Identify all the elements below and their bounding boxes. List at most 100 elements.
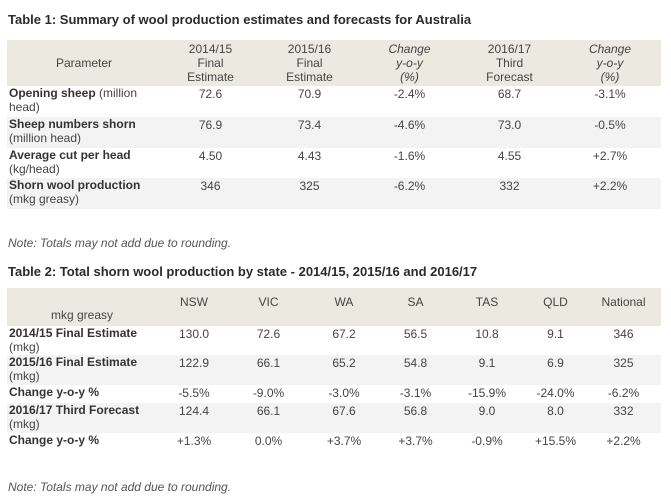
table-cell: -2.4% [393, 87, 426, 101]
table1-header-cell: 2016/17 Third Forecast [460, 40, 559, 86]
row-label-bold: 2014/15 Final Estimate [9, 326, 138, 340]
header-line: Final [296, 56, 323, 70]
table-cell: 56.8 [403, 404, 428, 418]
table2-header-cell: TAS [475, 295, 499, 309]
table-cell: 66.1 [256, 404, 281, 418]
table-cell: +2.2% [592, 179, 628, 193]
wool-by-state-table: mkg greasy NSW VIC WA SA TAS QLD National 2014/… [7, 288, 661, 457]
header-line: Estimate [187, 70, 234, 84]
table-cell: -15.9% [467, 386, 507, 400]
table1-title: Table 1: Summary of wool production esti… [8, 12, 472, 27]
table2-header-cell: QLD [543, 295, 568, 309]
header-line: 2016/17 [487, 42, 532, 56]
row-label-bold: Opening sheep [9, 86, 96, 100]
table-row: Shorn wool production (mkg greasy) 346 325… [7, 178, 661, 209]
table-cell: -1.6% [393, 149, 426, 163]
header-line: y-o-y [596, 56, 624, 70]
table2-note: Note: Totals may not add due to rounding… [8, 480, 232, 494]
table-row: Change y-o-y % -5.5% -9.0% -3.0% -3.1% -15.9%… [7, 385, 661, 403]
table-row: Sheep numbers shorn (million head) 76.9 73… [7, 117, 661, 148]
table-cell: 8.0 [547, 404, 564, 418]
row-label: Sheep numbers shorn (million head) [7, 117, 161, 148]
table-cell: 122.9 [178, 356, 210, 370]
table-cell: 6.9 [547, 356, 564, 370]
table-cell: 70.9 [297, 87, 322, 101]
table-cell: +3.7% [326, 434, 362, 448]
table-cell: 4.55 [497, 149, 522, 163]
row-label: 2016/17 Third Forecast (mkg) [7, 403, 157, 433]
header-line: Forecast [486, 70, 533, 84]
table2-header-cell: National [601, 295, 646, 309]
table-cell: 4.50 [198, 149, 223, 163]
table-cell: +15.5% [534, 434, 577, 448]
header-line: y-o-y [396, 56, 423, 70]
header-line: Estimate [286, 70, 333, 84]
row-label: Change y-o-y % [7, 433, 157, 457]
table-cell: 76.9 [198, 118, 223, 132]
table-cell: 54.8 [403, 356, 428, 370]
table-cell: -3.0% [328, 386, 360, 400]
table-cell: +2.7% [592, 149, 628, 163]
table-cell: -0.5% [594, 118, 626, 132]
table-row: Opening sheep (million head) 72.6 70.9 -2.4… [7, 86, 661, 117]
table-cell: -5.5% [178, 386, 210, 400]
table-cell: -24.0% [536, 386, 575, 400]
row-label-bold: Shorn wool production [9, 178, 141, 192]
header-line: (%) [400, 70, 419, 84]
table-cell: -6.2% [607, 386, 640, 400]
header-line: (%) [600, 70, 620, 84]
header-line: 2014/15 [188, 42, 233, 56]
row-label-unit: (mkg greasy) [9, 192, 80, 206]
table2-header-cell: SA [407, 295, 424, 309]
row-label-unit: (million head) [9, 86, 138, 114]
table2-header-cell: WA [334, 295, 354, 309]
table-cell: 9.0 [478, 404, 496, 418]
table-cell: 130.0 [178, 327, 210, 341]
table-cell: 72.6 [256, 327, 281, 341]
header-line: Final [197, 56, 224, 70]
table-cell: 9.1 [478, 356, 496, 370]
row-label-bold: 2016/17 Third Forecast [9, 403, 140, 417]
table-cell: -3.1% [399, 386, 432, 400]
wool-summary-table: Parameter 2014/15 Final Estimate 2015/16 Fina… [7, 40, 661, 209]
table-cell: 346 [613, 327, 634, 341]
table-cell: +3.7% [398, 434, 433, 448]
row-label-bold: 2015/16 Final Estimate [9, 355, 138, 369]
table1-note: Note: Totals may not add due to rounding… [8, 236, 232, 250]
table-cell: 67.2 [332, 327, 356, 341]
table-row: 2015/16 Final Estimate (mkg) 122.9 66.1 65.… [7, 355, 661, 385]
row-label-bold: Sheep numbers shorn [9, 117, 136, 131]
row-label-unit: (kg/head) [9, 162, 60, 176]
table-cell: 346 [200, 179, 221, 193]
table1-header-cell: 2015/16 Final Estimate [260, 40, 359, 86]
row-label: Average cut per head (kg/head) [7, 148, 161, 178]
table2-title: Table 2: Total shorn wool production by … [8, 264, 478, 279]
table-cell: 332 [499, 179, 520, 193]
row-label-bold: Change y-o-y % [9, 433, 100, 447]
table-cell: 325 [613, 356, 634, 370]
table-cell: -3.1% [594, 87, 626, 101]
row-label: Change y-o-y % [7, 385, 157, 403]
table1-header-cell: 2014/15 Final Estimate [161, 40, 260, 86]
table-cell: 0.0% [254, 434, 283, 448]
row-label-bold: Average cut per head [9, 148, 131, 162]
table1-header-cell: Change y-o-y (%) [559, 40, 661, 86]
table-row: 2014/15 Final Estimate (mkg) 130.0 72.6 67.… [7, 326, 661, 355]
table-cell: 68.7 [497, 87, 522, 101]
row-label: 2015/16 Final Estimate (mkg) [7, 355, 157, 385]
table2-header-cell: mkg greasy [50, 308, 114, 322]
table1-header-cell: Change y-o-y (%) [359, 40, 460, 86]
row-label-unit: (mkg) [9, 417, 40, 431]
table-cell: 72.6 [198, 87, 223, 101]
table-cell: 65.2 [332, 356, 356, 370]
table2-header-cell: VIC [258, 295, 279, 309]
row-label-unit: (million head) [9, 131, 82, 145]
table-cell: -0.9% [471, 434, 503, 448]
table-row: Change y-o-y % +1.3% 0.0% +3.7% +3.7% -0.9% +1… [7, 433, 661, 457]
table-cell: 124.4 [178, 404, 210, 418]
header-line: Change [588, 42, 632, 56]
table2-header-row: mkg greasy NSW VIC WA SA TAS QLD National [7, 288, 661, 326]
row-label: 2014/15 Final Estimate (mkg) [7, 326, 157, 355]
table-cell: 325 [299, 179, 320, 193]
table-cell: -9.0% [252, 386, 285, 400]
